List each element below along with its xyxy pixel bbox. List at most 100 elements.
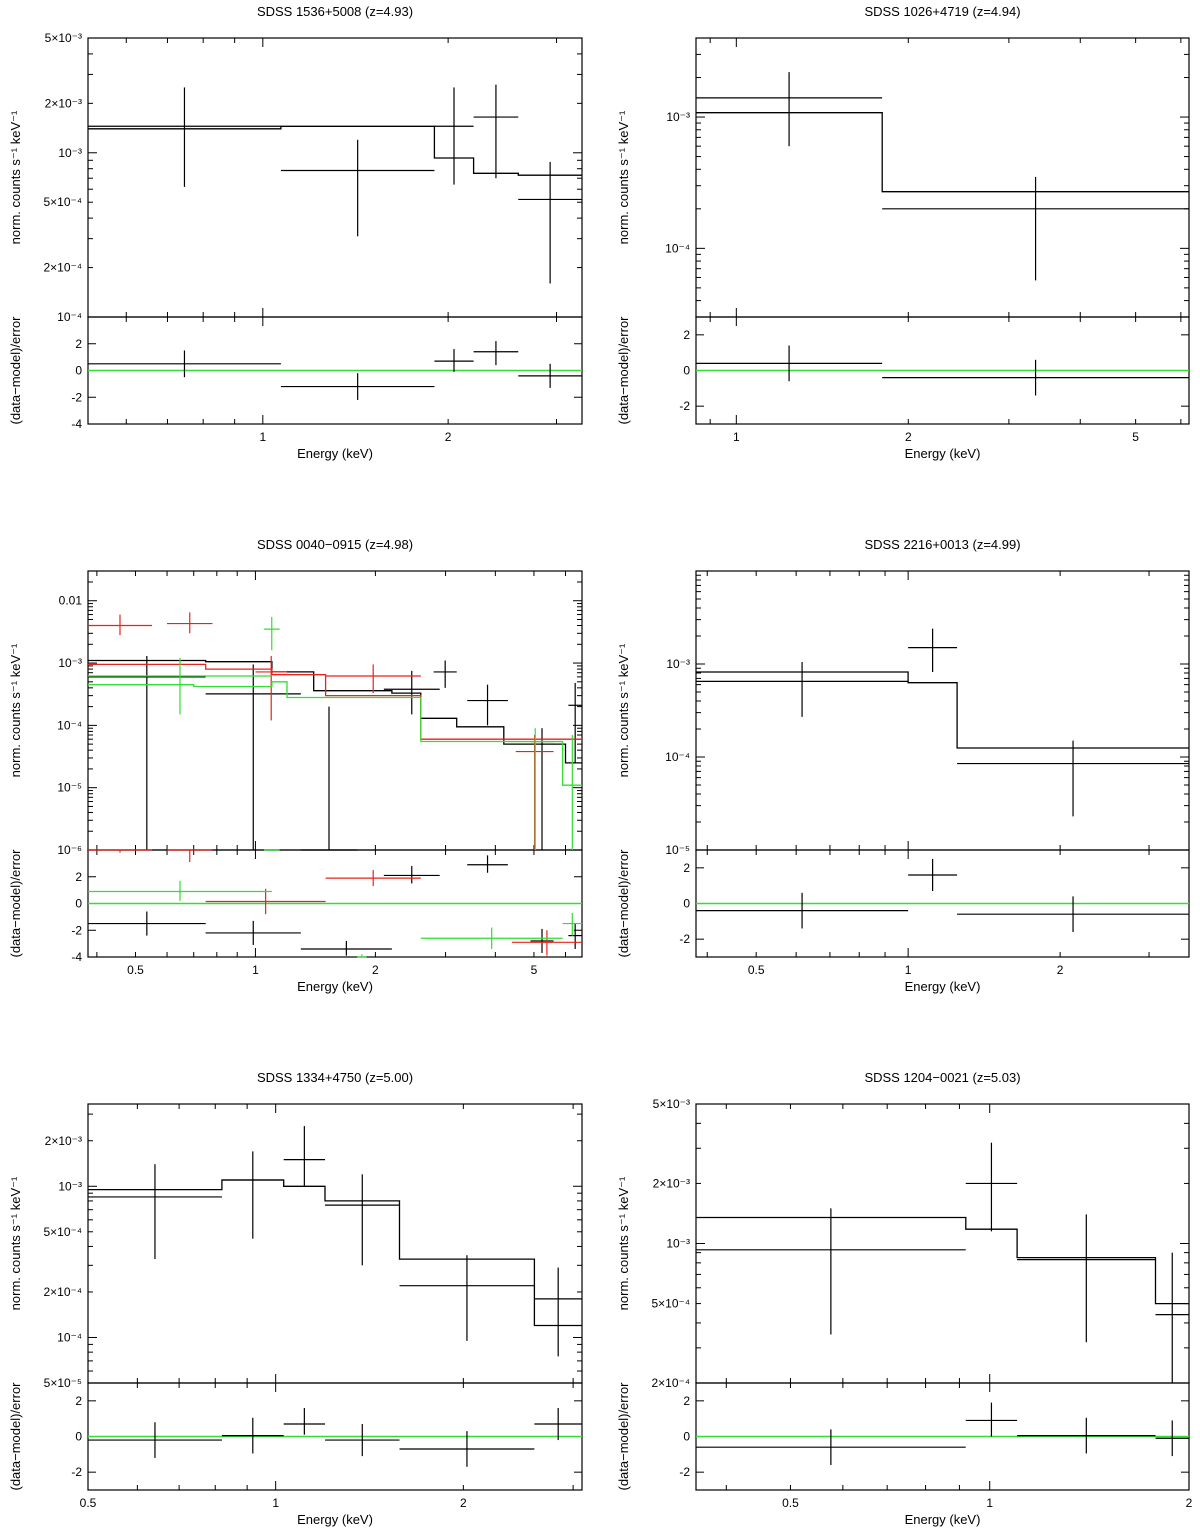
residual-tick-label: -2	[679, 1465, 690, 1479]
residual-axis-label: (data−model)/error	[616, 316, 631, 425]
residual-point	[696, 345, 883, 382]
residual-tick-label: 2	[75, 870, 82, 884]
data-point	[221, 1151, 284, 1239]
data-point	[280, 139, 435, 237]
residual-point	[88, 1422, 222, 1458]
x-axis-label: Energy (keV)	[905, 1512, 981, 1527]
y-axis-label: norm. counts s⁻¹ keV⁻¹	[616, 1176, 631, 1310]
residual-tick-label: 2	[683, 328, 690, 342]
data-point	[88, 1164, 222, 1260]
panel-title: SDSS 1026+4719 (z=4.94)	[864, 4, 1020, 19]
data-point	[530, 728, 554, 850]
residual-tick-label: 0	[75, 1430, 82, 1444]
data-point	[507, 728, 563, 850]
x-tick-label: 2	[445, 430, 452, 444]
model-black	[88, 659, 582, 764]
y-tick-label: 10⁻⁵	[57, 781, 82, 795]
residual-point	[325, 1424, 400, 1457]
main-plot-frame	[87, 37, 583, 318]
panel-2: SDSS 1026+4719 (z=4.94) norm. counts s⁻¹ …	[616, 4, 1190, 461]
data-point	[696, 1208, 966, 1335]
main-plot-frame	[695, 570, 1190, 851]
model-spectrum	[88, 1179, 582, 1327]
residual-point	[530, 928, 554, 953]
data-point	[1017, 1214, 1156, 1343]
x-axis-label: Energy (keV)	[297, 1512, 373, 1527]
residual-point	[534, 1407, 582, 1441]
panel-title: SDSS 1334+4750 (z=5.00)	[257, 1070, 413, 1085]
y-tick-label: 5×10⁻⁴	[43, 195, 82, 209]
residual-point	[205, 888, 326, 915]
residual-point	[88, 849, 152, 853]
y-tick-label: 5×10⁻³	[653, 1097, 690, 1111]
data-point	[518, 161, 582, 284]
data-point	[568, 682, 582, 763]
residual-point	[88, 911, 206, 936]
data-point	[562, 735, 582, 850]
residual-tick-label: 0	[683, 897, 690, 911]
model-spectrum	[88, 125, 582, 176]
data-point	[88, 658, 272, 715]
x-tick-label: 5	[1132, 430, 1139, 444]
residual-tick-label: -2	[71, 390, 82, 404]
data-point	[696, 72, 883, 147]
residual-tick-label: 0	[75, 897, 82, 911]
residual-tick-label: -2	[71, 1465, 82, 1479]
y-tick-label: 2×10⁻³	[45, 96, 82, 110]
data-point	[205, 664, 301, 850]
residual-tick-label: 2	[683, 1394, 690, 1408]
residual-tick-label: 2	[683, 861, 690, 875]
x-tick-label: 5	[531, 963, 538, 977]
x-axis-label: Energy (keV)	[905, 979, 981, 994]
residual-point	[562, 912, 582, 936]
panel-title: SDSS 0040−0915 (z=4.98)	[257, 537, 413, 552]
panel-5: SDSS 1334+4750 (z=5.00) norm. counts s⁻¹ …	[8, 1070, 583, 1527]
y-tick-label: 2×10⁻⁴	[43, 261, 82, 275]
data-point	[325, 1174, 400, 1266]
y-tick-label: 5×10⁻³	[45, 31, 82, 45]
x-tick-label: 2	[905, 430, 912, 444]
residual-point	[965, 1402, 1018, 1437]
data-point	[399, 1255, 535, 1341]
residual-point	[957, 896, 1189, 933]
data-point	[255, 655, 287, 721]
y-tick-label: 2×10⁻⁴	[43, 1285, 82, 1299]
data-point	[434, 87, 474, 185]
x-tick-label: 2	[460, 1496, 467, 1510]
panel-3: SDSS 0040−0915 (z=4.98) norm. counts s⁻¹ …	[8, 537, 583, 994]
y-tick-label: 0.01	[59, 594, 83, 608]
y-tick-label: 10⁻³	[58, 656, 82, 670]
y-tick-label: 10⁻⁴	[57, 1330, 82, 1344]
residual-point	[383, 866, 440, 884]
x-axis-label: Energy (keV)	[297, 979, 373, 994]
y-tick-label: 10⁻³	[666, 1237, 690, 1251]
data-point	[433, 660, 457, 688]
model-spectrum	[696, 1216, 1189, 1305]
y-tick-label: 5×10⁻⁵	[44, 1376, 82, 1390]
y-axis-label: norm. counts s⁻¹ keV⁻¹	[8, 1176, 23, 1310]
residual-tick-label: -4	[71, 417, 82, 431]
panel-1: SDSS 1536+5008 (z=4.93) norm. counts s⁻¹ …	[8, 4, 583, 461]
residual-point	[908, 858, 958, 892]
residual-axis-label: (data−model)/error	[616, 849, 631, 958]
residual-tick-label: 0	[75, 364, 82, 378]
residual-point	[882, 359, 1189, 396]
y-tick-label: 10⁻⁶	[57, 843, 82, 857]
residual-point	[434, 349, 474, 372]
residual-tick-label: 2	[75, 1394, 82, 1408]
data-point	[167, 612, 213, 634]
panel-title: SDSS 2216+0013 (z=4.99)	[864, 537, 1020, 552]
y-tick-label: 10⁻⁴	[665, 750, 690, 764]
x-tick-label: 1	[252, 963, 259, 977]
residual-point	[473, 341, 519, 366]
panel-title: SDSS 1204−0021 (z=5.03)	[864, 1070, 1020, 1085]
x-tick-label: 0.5	[748, 963, 765, 977]
residual-point	[88, 880, 272, 901]
residual-point	[280, 373, 435, 400]
y-tick-label: 10⁻⁵	[665, 843, 690, 857]
y-tick-label: 10⁻⁴	[57, 310, 82, 324]
main-plot-frame	[695, 1103, 1190, 1384]
y-tick-label: 2×10⁻³	[45, 1134, 82, 1148]
residual-point	[568, 923, 582, 949]
data-point	[88, 655, 206, 850]
